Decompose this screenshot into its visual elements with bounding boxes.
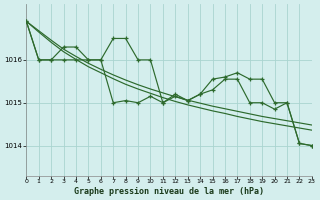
X-axis label: Graphe pression niveau de la mer (hPa): Graphe pression niveau de la mer (hPa) — [74, 187, 264, 196]
